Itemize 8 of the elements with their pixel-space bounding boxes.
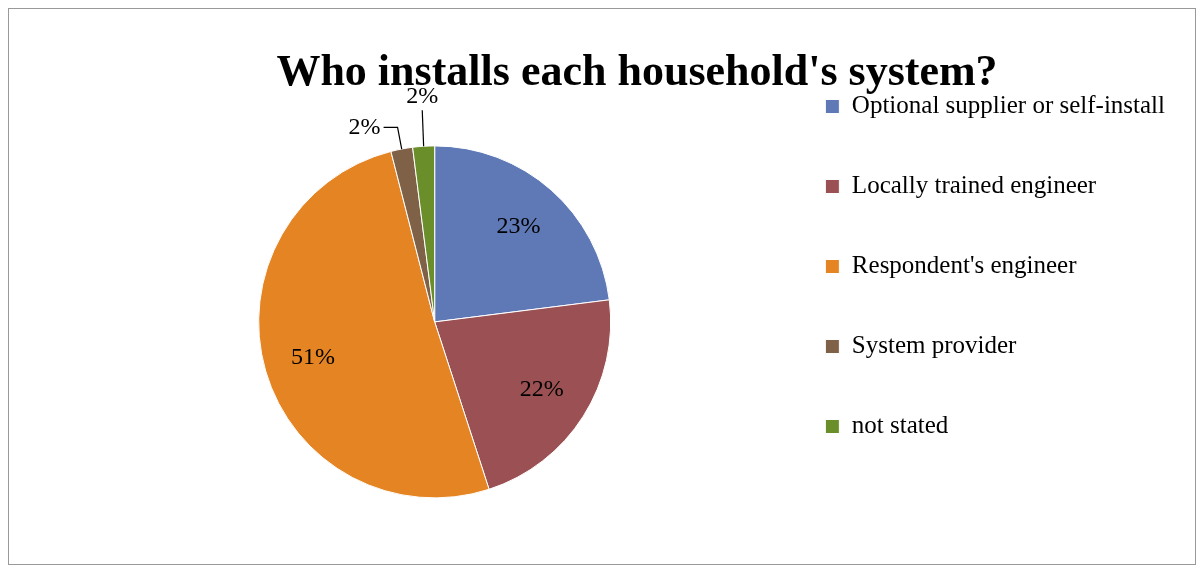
data-label: 23% [496,212,541,239]
data-label: 51% [290,342,335,369]
legend-label: not stated [851,411,949,439]
legend-label: Locally trained engineer [851,171,1097,199]
legend-label: Respondent's engineer [851,251,1078,279]
data-label: 22% [519,375,564,402]
data-label: 2% [348,112,381,139]
legend-label: System provider [851,331,1018,359]
